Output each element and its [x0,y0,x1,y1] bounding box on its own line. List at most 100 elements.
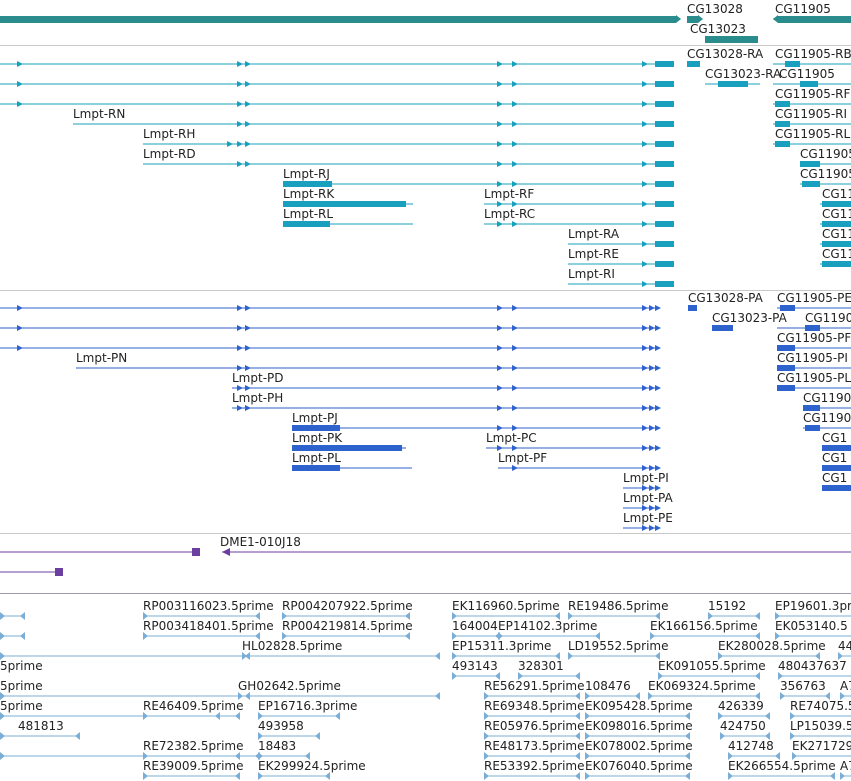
feature-label[interactable]: RP003116023.5prime [143,599,274,613]
transcript-exon[interactable] [655,121,674,127]
protein-segment[interactable] [777,345,795,351]
feature-label[interactable]: CG13028-PA [688,291,763,305]
feature-label[interactable]: Lmpt-RJ [283,167,330,181]
transcript-exon[interactable] [800,81,818,87]
feature-label[interactable]: 5prime [0,679,43,693]
feature-label[interactable]: CG13023-RA [705,67,782,81]
transcript-exon[interactable] [655,101,674,107]
transcript-exon[interactable] [775,141,790,147]
feature-label[interactable]: Lmpt-RK [283,187,335,201]
feature-label[interactable]: CG11905-PI [777,351,848,365]
protein-segment[interactable] [780,305,795,311]
feature-label[interactable]: EK078002.5prime [585,739,693,753]
feature-label[interactable]: RE69348.5prime [484,699,585,713]
protein-segment[interactable] [777,365,795,371]
feature-label[interactable]: Lmpt-RI [568,267,615,281]
transcript-exon[interactable] [800,161,820,167]
feature-label[interactable]: CG1190 [803,391,851,405]
feature-label[interactable]: 15192 [708,599,747,613]
protein-segment[interactable] [292,445,402,451]
transcript-exon[interactable] [283,221,330,227]
feature-label[interactable]: Lmpt-RN [73,107,126,121]
transcript-exon[interactable] [718,81,748,87]
feature-label[interactable]: Lmpt-PK [292,431,343,445]
feature-label[interactable]: EP16716.3prime [258,699,358,713]
feature-label[interactable]: EK116960.5prime [452,599,560,613]
feature-label[interactable]: 356763 [780,679,826,693]
feature-label[interactable]: CG11 [822,207,851,221]
feature-label[interactable]: Lmpt-RA [568,227,620,241]
feature-label[interactable]: CG11905 [800,167,851,181]
feature-label[interactable]: A7 [840,759,851,773]
transcript-exon[interactable] [822,261,851,267]
feature-label[interactable]: EK076040.5prime [585,759,693,773]
feature-label[interactable]: EP15311.3prime [452,639,552,653]
feature-label[interactable]: EK166156.5prime [650,619,758,633]
transcript-exon[interactable] [655,241,674,247]
feature-label[interactable]: EK053140.5 [775,619,848,633]
transcript-exon[interactable] [822,201,851,207]
transcript-exon[interactable] [655,181,674,187]
transcript-exon[interactable] [655,81,674,87]
feature-label[interactable]: Lmpt-PI [623,471,669,485]
transcript-exon[interactable] [785,61,800,67]
feature-label[interactable]: RE56291.5prime [484,679,585,693]
feature-label[interactable]: Lmpt-PH [232,391,284,405]
feature-label[interactable]: Lmpt-RE [568,247,619,261]
protein-segment[interactable] [822,485,851,491]
transcript-exon[interactable] [822,241,851,247]
feature-label[interactable]: 5prime [0,659,43,673]
feature-label[interactable]: RE74075.5 [790,699,851,713]
protein-segment[interactable] [292,425,340,431]
feature-label[interactable]: CG1190 [805,311,851,325]
feature-label[interactable]: EK098016.5prime [585,719,693,733]
transcript-exon[interactable] [802,181,820,187]
feature-label[interactable]: CG11905-PF [777,331,851,345]
feature-label[interactable]: Lmpt-PN [76,351,128,365]
transcript-exon[interactable] [655,281,674,287]
protein-segment[interactable] [805,325,820,331]
feature-label[interactable]: RP003418401.5prime [143,619,274,633]
feature-label[interactable]: Lmpt-RF [484,187,535,201]
feature-label[interactable]: Lmpt-RH [143,127,196,141]
feature-label[interactable]: EP19601.3prime [775,599,851,613]
feature-label[interactable]: EK299924.5prime [258,759,366,773]
feature-label[interactable]: Lmpt-PC [486,431,537,445]
transcript-exon[interactable] [655,161,674,167]
transcript-exon[interactable] [822,221,851,227]
feature-label[interactable]: EP14102.3prime [498,619,598,633]
feature-label[interactable]: CG1 [822,431,848,445]
transcript-exon[interactable] [655,61,674,67]
protein-segment[interactable] [805,425,820,431]
feature-label[interactable]: CG11 [822,227,851,241]
feature-label[interactable]: CG13028 [687,2,743,16]
feature-label[interactable]: CG11905-PE [777,291,851,305]
gene-body[interactable] [778,16,851,23]
feature-label[interactable]: CG11905-RF [775,87,851,101]
feature-label[interactable]: RE53392.5prime [484,759,585,773]
feature-label[interactable]: CG11905-RB [775,47,851,61]
feature-label[interactable]: CG11905-RL [775,127,851,141]
feature-label[interactable]: RE72382.5prime [143,739,244,753]
feature-label[interactable]: CG11905-PL [777,371,851,385]
feature-label[interactable]: RE05976.5prime [484,719,585,733]
feature-label[interactable]: CG13023-PA [712,311,787,325]
feature-label[interactable]: A7 [840,679,851,693]
feature-label[interactable]: CG11905-RI [775,107,848,121]
feature-label[interactable]: 493143 [452,659,498,673]
feature-label[interactable]: Lmpt-PL [292,451,341,465]
transcript-exon[interactable] [283,201,406,207]
feature-label[interactable]: Lmpt-PE [623,511,673,525]
protein-segment[interactable] [822,445,851,451]
feature-label[interactable]: RE48173.5prime [484,739,585,753]
protein-segment[interactable] [688,305,697,311]
feature-label[interactable]: EK266554.5prime [728,759,836,773]
protein-segment[interactable] [803,405,820,411]
feature-label[interactable]: Lmpt-PF [498,451,548,465]
transcript-exon[interactable] [687,61,700,67]
feature-label[interactable]: 424750 [720,719,766,733]
feature-label[interactable]: EK280028.5prime [718,639,826,653]
feature-label[interactable]: LP15039.5 [790,719,851,733]
feature-label[interactable]: RE39009.5prime [143,759,244,773]
feature-label[interactable]: LD19552.5prime [568,639,669,653]
